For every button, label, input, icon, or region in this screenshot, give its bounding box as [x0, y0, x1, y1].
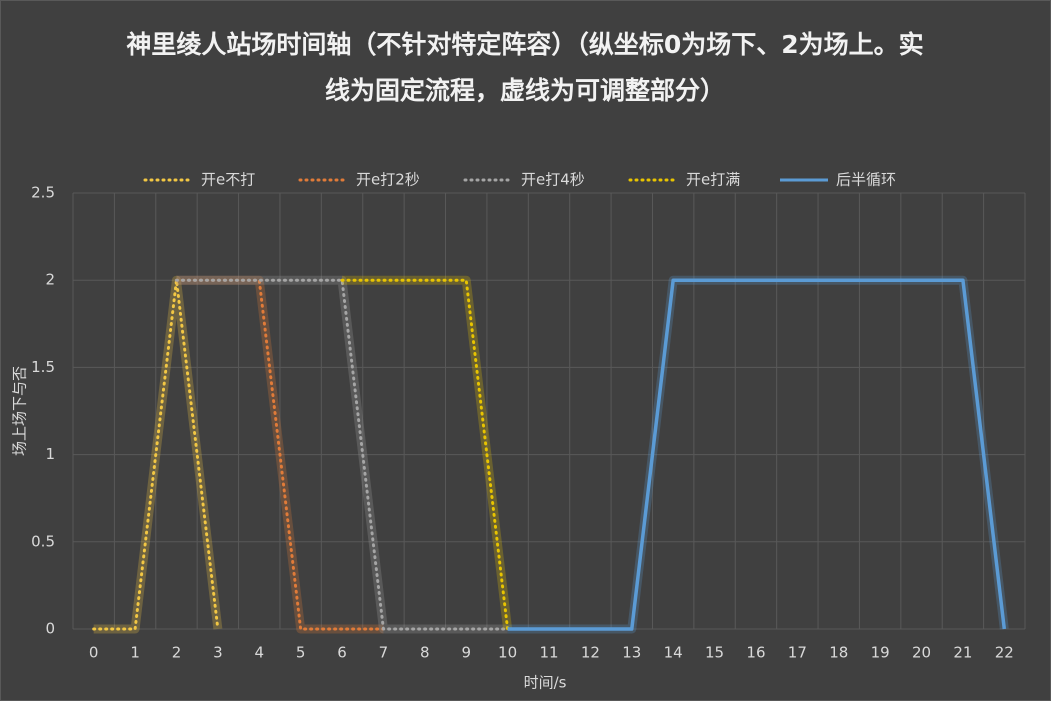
series-line	[174, 278, 385, 631]
legend-label: 开e不打	[201, 171, 255, 189]
x-tick-label: 2	[172, 644, 182, 662]
x-tick-label: 5	[296, 644, 306, 662]
x-tick-label: 14	[664, 644, 683, 662]
x-tick-label: 16	[746, 644, 765, 662]
y-axis-label: 场上场下与否	[11, 366, 29, 456]
x-axis-label: 时间/s	[524, 674, 567, 692]
x-tick-label: 0	[89, 644, 99, 662]
x-tick-label: 22	[995, 644, 1014, 662]
y-tick-label: 2	[45, 271, 55, 289]
x-tick-label: 1	[130, 644, 140, 662]
x-tick-label: 3	[213, 644, 223, 662]
series-line	[507, 278, 1007, 631]
x-tick-label: 15	[705, 644, 724, 662]
series-line	[340, 278, 510, 631]
x-tick-label: 6	[337, 644, 347, 662]
series-line	[92, 278, 220, 631]
x-tick-label: 7	[379, 644, 389, 662]
x-tick-label: 13	[622, 644, 641, 662]
legend-label: 开e打满	[686, 171, 740, 189]
x-tick-label: 11	[539, 644, 558, 662]
x-tick-label: 21	[953, 644, 972, 662]
legend-label: 开e打2秒	[356, 171, 420, 189]
series-line	[174, 278, 510, 631]
x-tick-label: 18	[829, 644, 848, 662]
y-tick-label: 0.5	[31, 532, 55, 550]
x-tick-label: 19	[871, 644, 890, 662]
x-tick-label: 17	[788, 644, 807, 662]
x-tick-label: 4	[254, 644, 264, 662]
x-tick-label: 9	[461, 644, 471, 662]
y-tick-label: 0	[45, 620, 55, 638]
y-tick-label: 2.5	[31, 184, 55, 202]
legend-label: 后半循环	[836, 171, 896, 189]
x-tick-label: 8	[420, 644, 430, 662]
chart-title: 神里绫人站场时间轴（不针对特定阵容）（纵坐标0为场下、2为场上。实线为固定流程，…	[126, 30, 924, 105]
x-tick-label: 12	[581, 644, 600, 662]
y-tick-label: 1.5	[31, 358, 55, 376]
x-tick-label: 10	[498, 644, 517, 662]
x-tick-label: 20	[912, 644, 931, 662]
legend-label: 开e打4秒	[521, 171, 585, 189]
y-tick-label: 1	[45, 445, 55, 463]
